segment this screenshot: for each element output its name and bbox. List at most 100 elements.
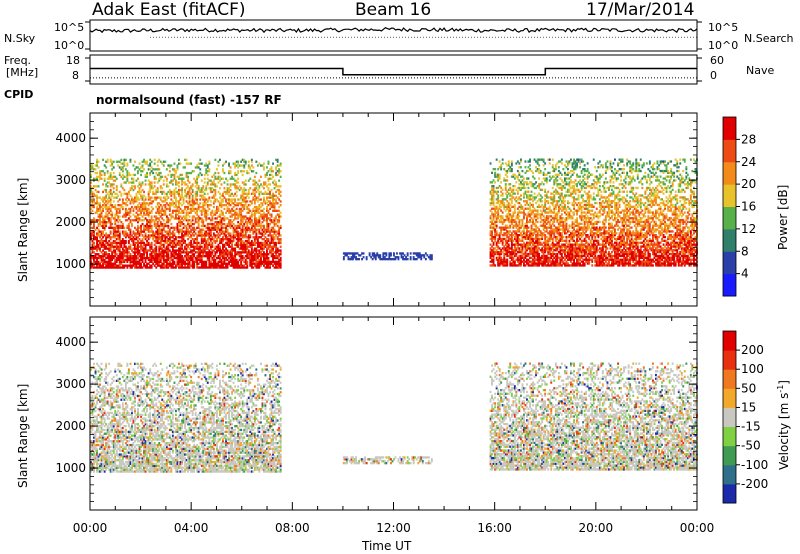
power-echo-cell — [96, 200, 98, 203]
power-echo-cell — [109, 247, 112, 250]
power-echo-cell — [530, 190, 533, 193]
power-echo-cell — [397, 256, 400, 259]
power-echo-cell — [102, 204, 104, 207]
power-echo-cell — [114, 228, 117, 231]
power-echo-cell — [131, 219, 133, 222]
freq-series-line — [90, 67, 697, 76]
power-echo-cell — [111, 162, 114, 165]
nsky-tick-high: 10^5 — [54, 21, 85, 34]
power-echo-cell — [123, 249, 126, 252]
power-echo-cell — [109, 190, 112, 194]
power-echo-cell — [167, 224, 170, 228]
power-echo-cell — [134, 219, 136, 222]
power-echo-cell — [144, 196, 147, 199]
power-echo-cell — [124, 245, 127, 248]
power-echo-cell — [93, 200, 95, 203]
power-echo-cell — [99, 170, 101, 173]
power-echo-cell — [96, 219, 98, 222]
power-echo-cell — [137, 177, 139, 180]
power-echo-cell — [108, 234, 111, 237]
power-echo-cell — [99, 247, 101, 250]
power-echo-cell — [131, 266, 133, 269]
power-echo-cell — [111, 245, 114, 248]
power-echo-cell — [124, 232, 127, 235]
power-echo-cell — [134, 168, 136, 171]
power-echo-cell — [164, 160, 167, 163]
power-echo-cell — [108, 217, 111, 220]
power-echo-cell — [173, 162, 176, 165]
power-echo-cell — [118, 251, 121, 254]
power-echo-cell — [270, 188, 273, 192]
power-echo-cell — [132, 202, 135, 205]
power-echo-cell — [138, 207, 141, 211]
power-echo-cell — [159, 171, 162, 175]
power-echo-cell — [100, 238, 103, 241]
power-echo-cell — [96, 253, 98, 256]
power-echo-cell — [521, 205, 524, 208]
power-echo-cell — [120, 226, 123, 229]
power-echo-cell — [99, 219, 101, 222]
power-echo-cell — [106, 266, 109, 269]
power-echo-cell — [112, 228, 115, 231]
power-echo-cell — [100, 209, 103, 212]
power-echo-cell — [185, 158, 188, 161]
power-echo-cell — [97, 175, 100, 178]
power-echo-cell — [117, 247, 120, 250]
power-echo-cell — [90, 181, 92, 184]
power-echo-cell — [99, 217, 101, 220]
power-echo-cell — [156, 187, 159, 190]
power-echo-cell — [138, 205, 141, 209]
power-echo-cell — [118, 238, 121, 241]
power-echo-cell — [102, 241, 104, 245]
power-echo-cell — [93, 247, 95, 250]
power-echo-cell — [117, 256, 120, 260]
power-echo-cell — [96, 158, 98, 161]
power-echo-cell — [520, 194, 522, 197]
power-echo-cell — [106, 192, 109, 195]
power-echo-cell — [114, 207, 117, 211]
power-echo-cell — [124, 230, 127, 233]
power-echo-cell — [131, 198, 133, 201]
power-echo-cell — [114, 221, 117, 224]
power-echo-cell — [497, 190, 500, 193]
power-echo-cell — [199, 202, 202, 205]
power-echo-cell — [123, 158, 126, 161]
power-echo-cell — [103, 219, 106, 222]
power-echo-cell — [112, 179, 115, 182]
power-echo-cell — [112, 239, 115, 243]
power-echo-cell — [105, 260, 108, 263]
power-echo-cell — [111, 264, 114, 267]
power-echo-cell — [97, 239, 100, 243]
power-echo-cell — [111, 213, 114, 216]
power-echo-cell — [138, 188, 141, 192]
power-echo-cell — [99, 264, 101, 267]
power-echo-cell — [103, 247, 106, 250]
power-echo-cell — [146, 171, 148, 175]
power-echo-cell — [197, 185, 200, 188]
power-echo-cell — [127, 217, 130, 220]
power-echo-cell — [102, 258, 104, 262]
power-echo-cell — [115, 234, 118, 237]
power-echo-cell — [115, 256, 118, 260]
power-echo-cell — [106, 209, 109, 212]
power-echo-cell — [127, 264, 130, 267]
power-echo-cell — [109, 183, 112, 186]
power-echo-cell — [365, 256, 368, 259]
power-echo-cell — [111, 258, 114, 262]
power-echo-cell — [118, 173, 121, 177]
power-echo-cell — [111, 164, 114, 167]
power-echo-cell — [100, 230, 103, 233]
power-echo-cell — [203, 177, 206, 180]
power-echo-cell — [132, 262, 135, 265]
power-echo-cell — [115, 238, 118, 241]
power-echo-cell — [114, 232, 117, 235]
power-echo-cell — [228, 162, 230, 165]
power-echo-cell — [123, 245, 126, 248]
power-echo-cell — [135, 238, 138, 241]
power-echo-cell — [97, 215, 100, 218]
power-echo-cell — [97, 230, 100, 233]
power-echo-cell — [124, 264, 127, 267]
power-echo-cell — [536, 209, 539, 212]
power-echo-cell — [91, 239, 94, 243]
power-echo-cell — [200, 173, 203, 177]
